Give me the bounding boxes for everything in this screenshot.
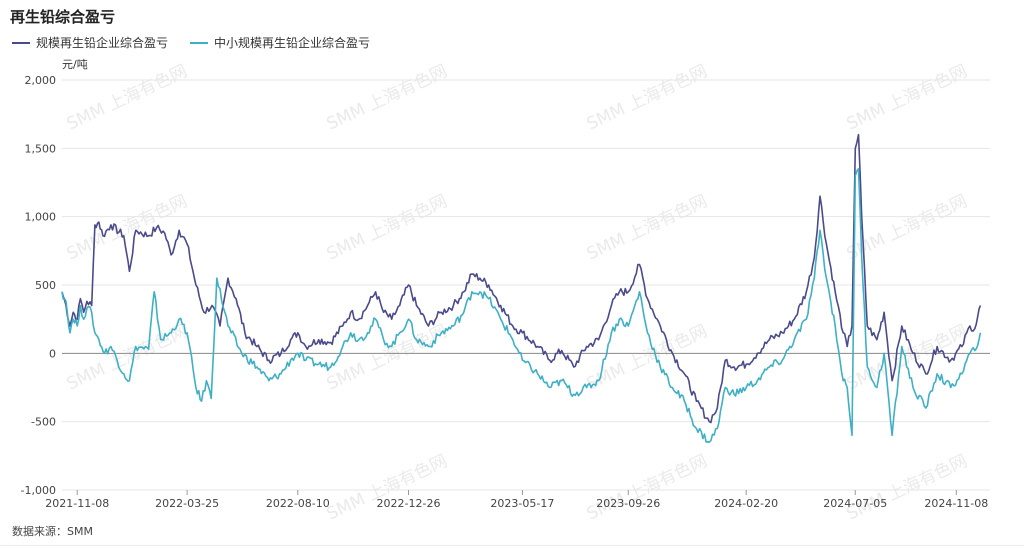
legend-item-series-1[interactable]: 规模再生铅企业综合盈亏: [12, 34, 168, 51]
legend-swatch-series-1: [12, 41, 30, 44]
x-tick-label: 2024-07-05: [823, 497, 887, 510]
watermark-text: SMM 上海有色网: [324, 321, 451, 394]
y-tick-label: 2,000: [25, 74, 57, 87]
watermark-text: SMM 上海有色网: [324, 191, 451, 264]
series-lines: [61, 133, 982, 443]
watermark-text: SMM 上海有色网: [844, 61, 971, 134]
x-tick-label: 2022-12-26: [377, 497, 441, 510]
watermark-text: SMM 上海有色网: [584, 61, 711, 134]
watermark-text: SMM 上海有色网: [64, 61, 191, 134]
watermark-text: SMM 上海有色网: [584, 191, 711, 264]
y-axis-ticks: -1,000 -500 0 500 1,000 1,500 2,000: [21, 74, 56, 497]
chart-title: 再生铅综合盈亏: [10, 8, 116, 26]
y-tick-label: 1,500: [25, 142, 57, 155]
series-line-2: [61, 168, 982, 443]
x-tick-label: 2022-03-25: [155, 497, 219, 510]
watermark-text: SMM 上海有色网: [324, 61, 451, 134]
bottom-divider: [0, 545, 1024, 546]
y-tick-label: 1,000: [25, 211, 57, 224]
legend-label-series-2: 中小规模再生铅企业综合盈亏: [214, 36, 371, 50]
watermark-text: SMM 上海有色网: [324, 451, 451, 524]
x-tick-label: 2024-02-20: [714, 497, 778, 510]
y-tick-label: -500: [31, 416, 56, 429]
x-tick-label: 2023-05-17: [490, 497, 554, 510]
x-tick-label: 2022-08-10: [266, 497, 330, 510]
y-tick-label: 500: [35, 279, 56, 292]
watermark-layer: SMM 上海有色网 SMM 上海有色网 SMM 上海有色网 SMM 上海有色网 SMM …: [64, 61, 971, 524]
x-tick-label: 2023-09-26: [596, 497, 660, 510]
watermark-text: SMM 上海有色网: [844, 451, 971, 524]
watermark-text: SMM 上海有色网: [844, 321, 971, 394]
x-tick-label: 2024-11-08: [924, 497, 988, 510]
watermark-text: SMM 上海有色网: [584, 451, 711, 524]
legend-swatch-series-2: [190, 41, 209, 44]
data-source-note: 数据来源：SMM: [12, 525, 93, 538]
x-tick-label: 2021-11-08: [45, 497, 109, 510]
legend-label-series-1: 规模再生铅企业综合盈亏: [36, 36, 169, 50]
y-axis-unit: 元/吨: [62, 58, 88, 71]
y-tick-label: 0: [49, 347, 56, 360]
y-tick-label: -1,000: [21, 484, 56, 497]
gridlines: [62, 79, 990, 491]
legend: 规模再生铅企业综合盈亏 中小规模再生铅企业综合盈亏: [12, 34, 370, 51]
x-axis-ticks: 2021-11-08 2022-03-25 2022-08-10 2022-12-26…: [45, 490, 988, 510]
legend-item-series-2[interactable]: 中小规模再生铅企业综合盈亏: [190, 34, 370, 51]
